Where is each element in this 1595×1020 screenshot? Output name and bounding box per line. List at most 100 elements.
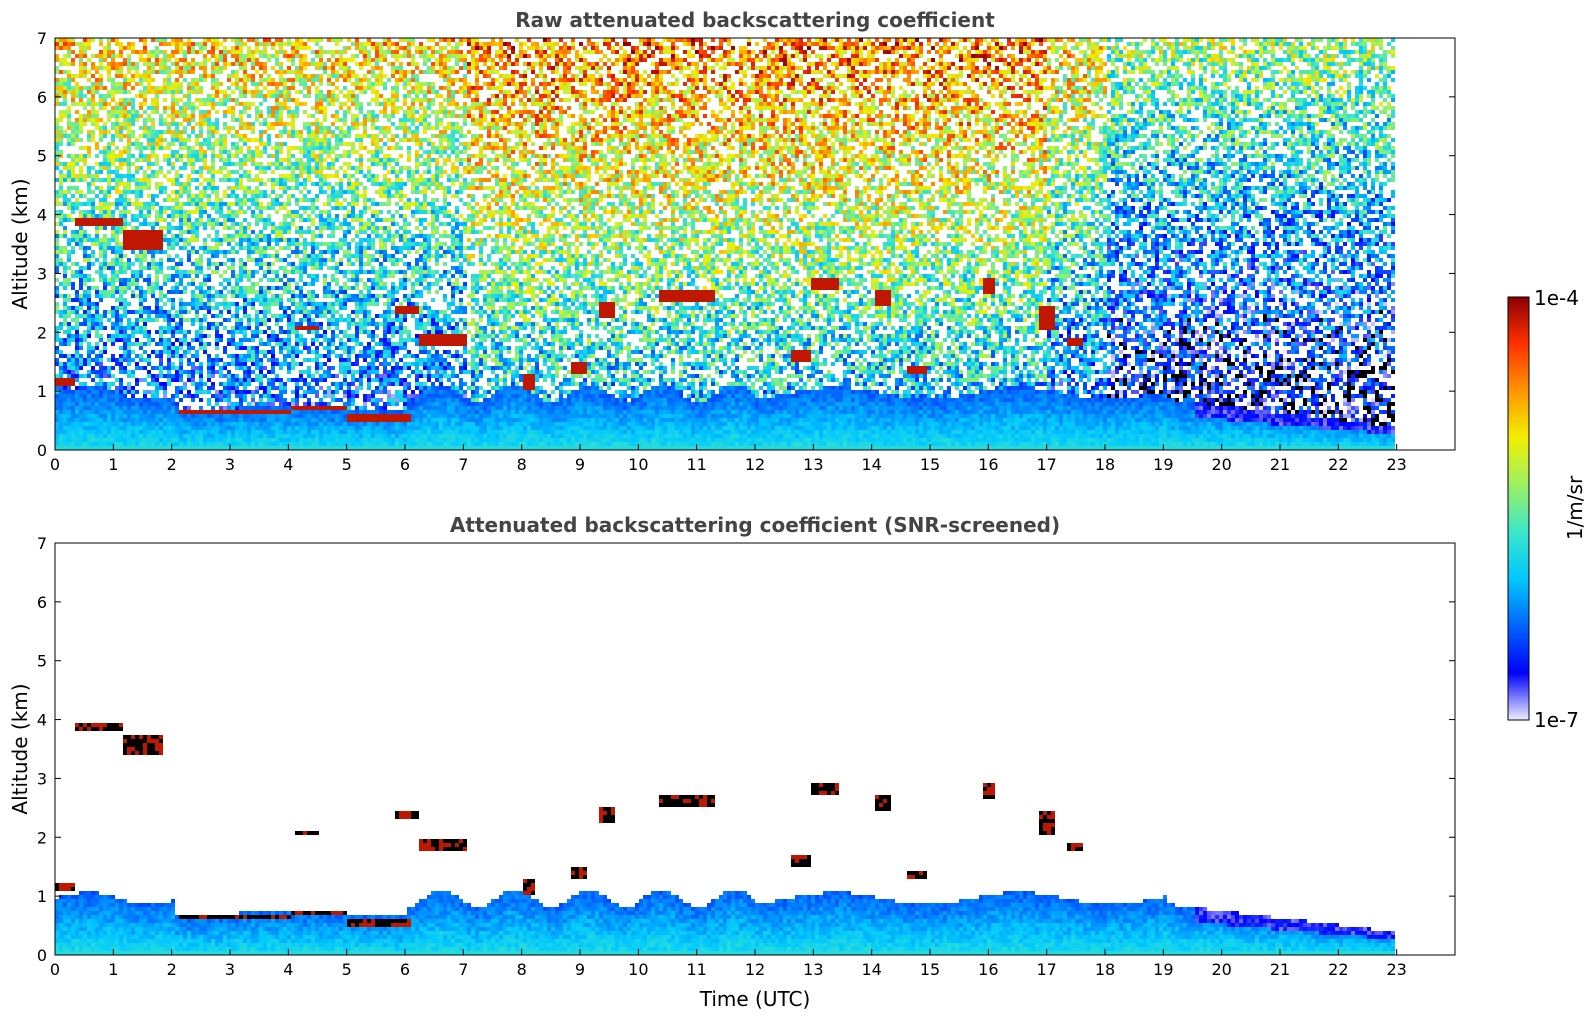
heatmap-cell xyxy=(87,218,91,222)
heatmap-cell xyxy=(87,214,91,218)
heatmap-cell xyxy=(111,62,115,66)
heatmap-cell xyxy=(63,162,67,166)
heatmap-cell xyxy=(111,218,115,222)
heatmap-cell xyxy=(119,66,123,70)
heatmap-cell xyxy=(111,366,115,370)
heatmap-cell xyxy=(55,258,59,262)
heatmap-cell xyxy=(55,422,59,426)
heatmap-cell xyxy=(87,198,91,202)
heatmap-cell xyxy=(67,118,71,122)
heatmap-cell xyxy=(75,94,79,98)
heatmap-cell xyxy=(95,206,99,210)
heatmap-cell xyxy=(115,218,119,222)
heatmap-cell xyxy=(95,70,99,74)
heatmap-cell xyxy=(119,210,123,214)
heatmap-cell xyxy=(67,70,71,74)
heatmap-cell xyxy=(111,138,115,142)
heatmap-cell xyxy=(55,402,59,406)
heatmap-cell xyxy=(87,334,91,338)
heatmap-cell xyxy=(87,422,91,426)
heatmap-cell xyxy=(115,118,119,122)
heatmap-cell xyxy=(99,350,103,354)
heatmap-cell xyxy=(103,262,107,266)
heatmap-cell xyxy=(95,442,99,446)
heatmap-cell xyxy=(119,158,123,162)
heatmap-cell xyxy=(67,394,71,398)
heatmap-cell xyxy=(95,114,99,118)
heatmap-cell xyxy=(111,250,115,254)
heatmap-cell xyxy=(99,370,103,374)
heatmap-cell xyxy=(59,202,63,206)
heatmap-cell xyxy=(107,402,111,406)
heatmap-cell xyxy=(95,54,99,58)
heatmap-cell xyxy=(107,238,111,242)
heatmap-cell xyxy=(83,38,87,42)
heatmap-cell xyxy=(75,310,79,314)
heatmap-cell xyxy=(71,154,75,158)
heatmap-cell xyxy=(71,394,75,398)
heatmap-cell xyxy=(75,218,79,222)
heatmap-cell xyxy=(111,282,115,286)
heatmap-cell xyxy=(67,382,71,386)
heatmap-cell xyxy=(103,290,107,294)
heatmap-cell xyxy=(83,50,87,54)
heatmap-cell xyxy=(107,186,111,190)
heatmap-cell xyxy=(119,182,123,186)
heatmap-cell xyxy=(119,194,123,198)
heatmap-cell xyxy=(79,190,83,194)
heatmap-cell xyxy=(87,314,91,318)
heatmap-cell xyxy=(75,90,79,94)
heatmap-cell xyxy=(99,62,103,66)
heatmap-cell xyxy=(75,322,79,326)
heatmap-cell xyxy=(111,294,115,298)
heatmap-cell xyxy=(115,250,119,254)
heatmap-cell xyxy=(63,38,67,42)
heatmap-cell xyxy=(71,370,75,374)
heatmap-cell xyxy=(119,54,123,58)
heatmap-cell xyxy=(67,242,71,246)
heatmap-cell xyxy=(75,370,79,374)
heatmap-cell xyxy=(75,434,79,438)
heatmap-cell xyxy=(111,186,115,190)
heatmap-cell xyxy=(59,310,63,314)
heatmap-cell xyxy=(55,94,59,98)
heatmap-cell xyxy=(91,174,95,178)
heatmap-cell xyxy=(71,402,75,406)
heatmap-cell xyxy=(71,206,75,210)
heatmap-cell xyxy=(87,390,91,394)
heatmap-cell xyxy=(55,150,59,154)
heatmap-cell xyxy=(111,90,115,94)
heatmap-cell xyxy=(63,306,67,310)
heatmap-cell xyxy=(111,430,115,434)
heatmap-cell xyxy=(87,38,91,42)
heatmap-cell xyxy=(59,130,63,134)
heatmap-cell xyxy=(99,270,103,274)
heatmap-cell xyxy=(119,150,123,154)
heatmap-cell xyxy=(63,398,67,402)
heatmap-cell xyxy=(59,234,63,238)
heatmap-cell xyxy=(63,314,67,318)
heatmap-cell xyxy=(71,178,75,182)
heatmap-cell xyxy=(99,326,103,330)
heatmap-cell xyxy=(115,290,119,294)
heatmap-cell xyxy=(67,198,71,202)
heatmap-cell xyxy=(95,174,99,178)
heatmap-cell xyxy=(79,422,83,426)
heatmap-cell xyxy=(91,366,95,370)
heatmap-cell xyxy=(59,398,63,402)
heatmap-cell xyxy=(83,362,87,366)
heatmap-cell xyxy=(99,378,103,382)
heatmap-cell xyxy=(59,418,63,422)
heatmap-cell xyxy=(99,50,103,54)
heatmap-cell xyxy=(107,262,111,266)
heatmap-cell xyxy=(71,230,75,234)
heatmap-cell xyxy=(111,126,115,130)
heatmap-cell xyxy=(87,430,91,434)
heatmap-cell xyxy=(95,438,99,442)
heatmap-cell xyxy=(103,394,107,398)
heatmap-cell xyxy=(83,422,87,426)
heatmap-cell xyxy=(59,38,63,42)
heatmap-cell xyxy=(87,442,91,446)
heatmap-cell xyxy=(63,274,67,278)
heatmap-cell xyxy=(99,170,103,174)
